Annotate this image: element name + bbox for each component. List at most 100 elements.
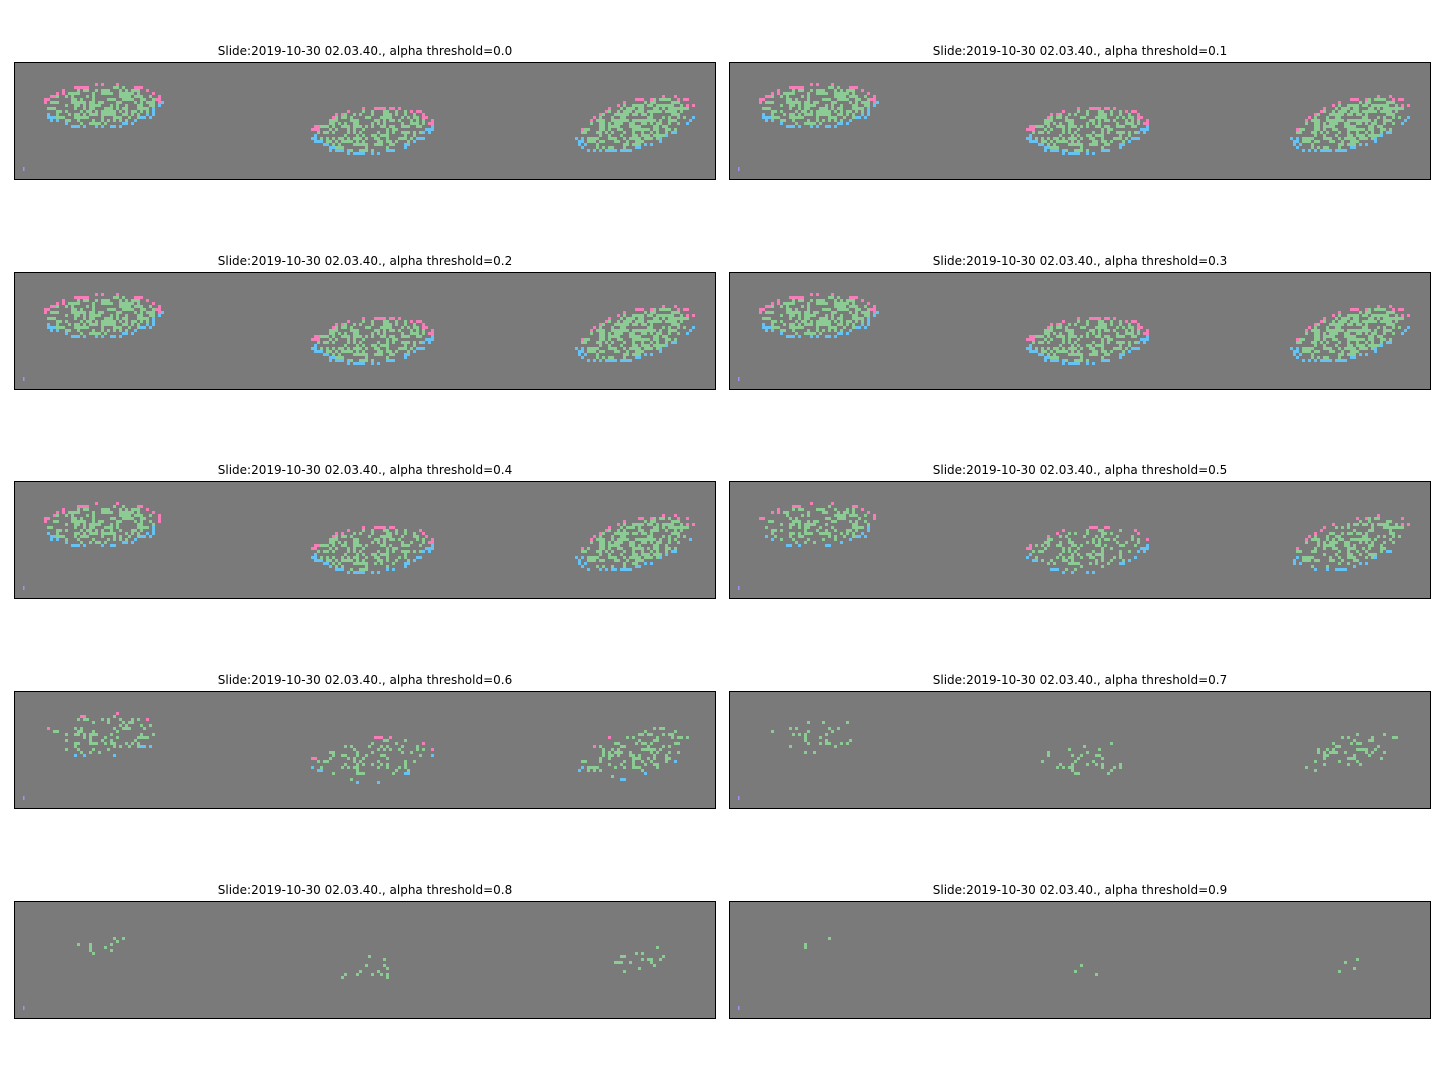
heatmap-cell: [596, 556, 599, 559]
heatmap-cell: [362, 547, 365, 550]
heatmap-cell: [671, 320, 674, 323]
heatmap-cell: [89, 311, 92, 314]
heatmap-cell: [822, 107, 825, 110]
heatmap-cell: [1080, 125, 1083, 128]
heatmap-cell: [656, 541, 659, 544]
heatmap-cell: [629, 544, 632, 547]
heatmap-cell: [314, 553, 317, 556]
heatmap-cell: [792, 508, 795, 511]
heatmap-cell: [638, 544, 641, 547]
heatmap-cell: [792, 101, 795, 104]
heatmap-cell: [683, 526, 686, 529]
heatmap-cell: [1380, 320, 1383, 323]
heatmap-cell: [855, 317, 858, 320]
heatmap-cell: [590, 137, 593, 140]
heatmap-cell: [1383, 541, 1386, 544]
heatmap-cell: [371, 529, 374, 532]
heatmap-cell: [371, 541, 374, 544]
heatmap-cell: [101, 323, 104, 326]
heatmap-cell: [798, 116, 801, 119]
heatmap-cell: [362, 344, 365, 347]
heatmap-cell: [653, 134, 656, 137]
heatmap-cell: [849, 296, 852, 299]
heatmap-cell: [113, 745, 116, 748]
heatmap-cell: [1338, 760, 1341, 763]
heatmap-cell: [1056, 140, 1059, 143]
heatmap-cell: [1326, 137, 1329, 140]
heatmap-cell: [1050, 119, 1053, 122]
heatmap-cell: [374, 317, 377, 320]
heatmap-cell: [1341, 323, 1344, 326]
heatmap-cell: [1383, 332, 1386, 335]
heatmap-cell: [44, 520, 47, 523]
heatmap-cell: [419, 125, 422, 128]
heatmap-cell: [834, 326, 837, 329]
heatmap-cell: [635, 553, 638, 556]
heatmap-cell: [332, 131, 335, 134]
heatmap-cell: [1110, 110, 1113, 113]
heatmap-cell: [137, 523, 140, 526]
heatmap-cell: [653, 344, 656, 347]
heatmap-cell: [1371, 751, 1374, 754]
heatmap-cell: [1122, 116, 1125, 119]
heatmap-cell: [101, 535, 104, 538]
heatmap-cell: [134, 529, 137, 532]
heatmap-cell: [83, 311, 86, 314]
heatmap-cell: [647, 733, 650, 736]
heatmap-cell: [110, 107, 113, 110]
heatmap-cell: [1119, 137, 1122, 140]
heatmap-cell: [1029, 350, 1032, 353]
heatmap-cell: [1107, 526, 1110, 529]
heatmap-cell: [146, 532, 149, 535]
heatmap-cell: [638, 547, 641, 550]
heatmap-cell: [380, 140, 383, 143]
heatmap-cell: [599, 125, 602, 128]
heatmap-cell: [1335, 107, 1338, 110]
heatmap-cell: [1338, 341, 1341, 344]
tissue-region-2: [1041, 742, 1122, 775]
heatmap-cell: [1323, 359, 1326, 362]
heatmap-cell: [74, 296, 77, 299]
heatmap-cell: [665, 547, 668, 550]
heatmap-cell: [80, 332, 83, 335]
heatmap-cell: [1029, 347, 1032, 350]
heatmap-cell: [843, 116, 846, 119]
heatmap-cell: [110, 526, 113, 529]
heatmap-cell: [623, 149, 626, 152]
heatmap-cell: [1107, 538, 1110, 541]
heatmap-cell: [47, 113, 50, 116]
heatmap-cell: [431, 544, 434, 547]
heatmap-cell: [47, 317, 50, 320]
heatmap-cell: [320, 350, 323, 353]
heatmap-cell: [317, 335, 320, 338]
heatmap-cell: [858, 98, 861, 101]
heatmap-cell: [1095, 107, 1098, 110]
heatmap-cell: [674, 317, 677, 320]
heatmap-cell: [864, 535, 867, 538]
heatmap-cell: [1122, 562, 1125, 565]
heatmap-cell: [819, 317, 822, 320]
heatmap-cell: [1371, 110, 1374, 113]
heatmap-cell: [89, 751, 92, 754]
heatmap-cell: [1362, 748, 1365, 751]
heatmap-cell: [365, 146, 368, 149]
heatmap-cell: [855, 296, 858, 299]
heatmap-cell: [1128, 326, 1131, 329]
heatmap-cell: [819, 107, 822, 110]
heatmap-cell: [647, 757, 650, 760]
heatmap-cell: [617, 742, 620, 745]
heatmap-cell: [80, 101, 83, 104]
heatmap-cell: [608, 122, 611, 125]
heatmap-cell: [656, 739, 659, 742]
heatmap-cell: [359, 125, 362, 128]
heatmap-cell: [1326, 146, 1329, 149]
heatmap-cell: [825, 104, 828, 107]
heatmap-cell: [632, 523, 635, 526]
heatmap-cell: [662, 335, 665, 338]
heatmap-cell: [1341, 353, 1344, 356]
heatmap-cell: [380, 526, 383, 529]
heatmap-cell: [1110, 338, 1113, 341]
heatmap-cell: [1377, 745, 1380, 748]
heatmap-cell: [77, 101, 80, 104]
heatmap-cell: [56, 119, 59, 122]
